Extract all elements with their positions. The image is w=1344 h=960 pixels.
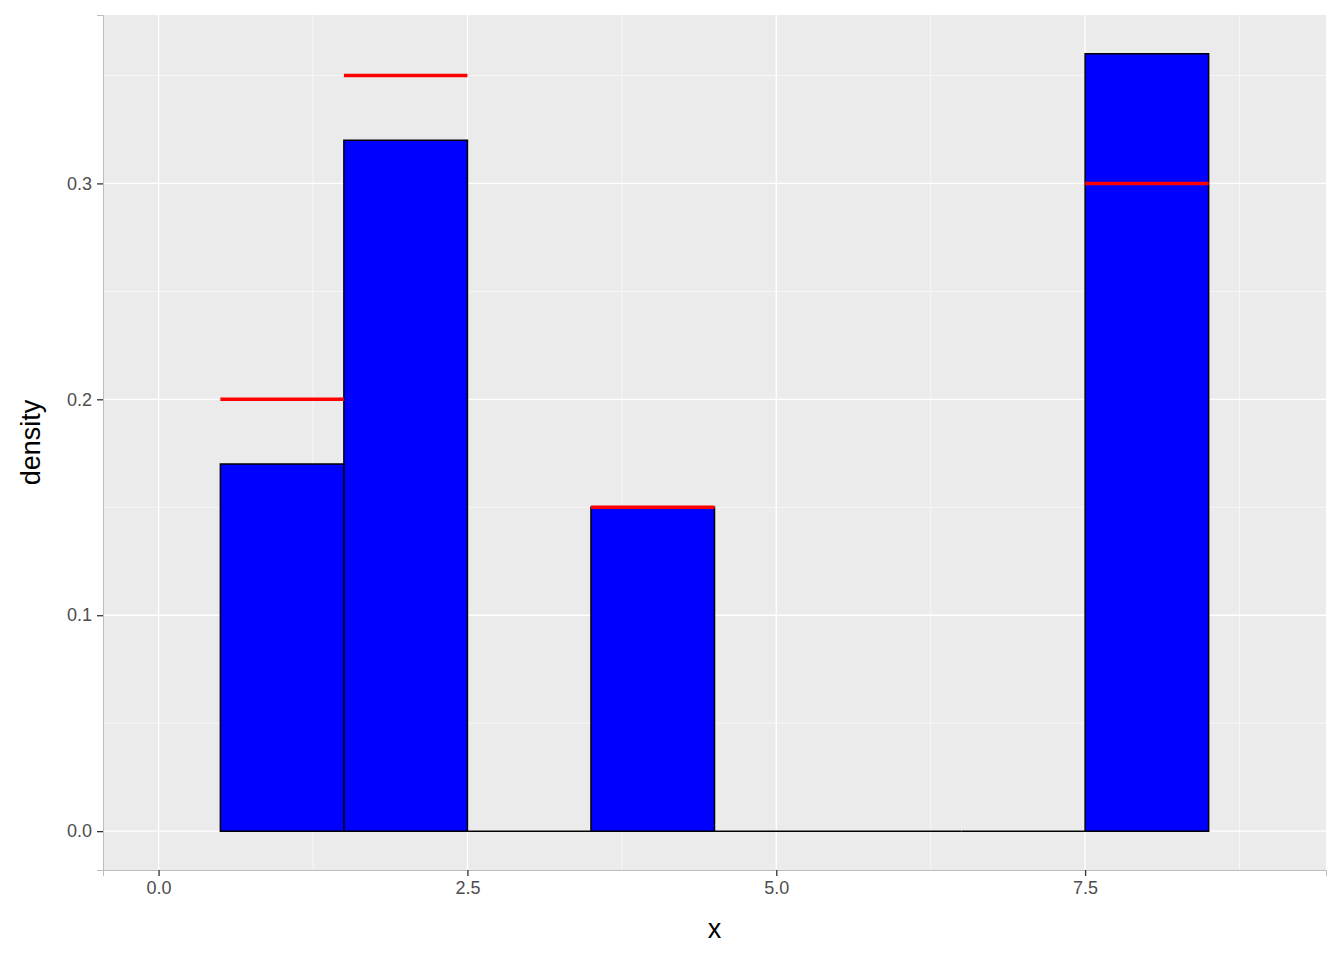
reference-segment <box>1085 182 1209 186</box>
minor-grid-line <box>930 15 931 870</box>
reference-segment <box>344 74 468 78</box>
y-tick: 0.3 <box>67 174 103 194</box>
x-tick-label: 5.0 <box>764 878 789 898</box>
minor-grid-line <box>1239 15 1240 870</box>
grid-line <box>103 183 1326 184</box>
y-tick-mark <box>97 615 103 616</box>
y-tick-label: 0.1 <box>67 605 92 625</box>
y-axis-line <box>97 16 104 871</box>
histogram-bar <box>838 830 962 832</box>
x-tick-mark <box>1085 870 1086 876</box>
y-tick-label: 0.3 <box>67 174 92 194</box>
x-tick: 7.5 <box>1073 870 1098 898</box>
panel <box>103 15 1326 870</box>
x-tick: 2.5 <box>455 870 480 898</box>
x-tick-label: 2.5 <box>455 878 480 898</box>
reference-segment <box>591 506 715 510</box>
y-axis-title: density <box>16 399 46 485</box>
x-axis-line <box>104 871 1327 877</box>
y-tick: 0.0 <box>67 821 103 841</box>
y-tick: 0.1 <box>67 605 103 625</box>
histogram-bar <box>591 507 715 831</box>
grid-line <box>158 15 159 870</box>
x-axis: 0.0 2.5 5.0 7.5 <box>104 870 1327 898</box>
y-tick-mark <box>97 183 103 184</box>
reference-segment <box>220 398 344 402</box>
histogram-bar <box>715 830 839 832</box>
x-tick: 0.0 <box>147 870 172 898</box>
y-tick: 0.2 <box>67 390 103 410</box>
x-tick: 5.0 <box>764 870 789 898</box>
histogram-bar <box>344 140 468 831</box>
y-tick-mark <box>97 831 103 832</box>
x-tick-mark <box>776 870 777 876</box>
histogram-bar <box>962 830 1086 832</box>
x-tick-mark <box>158 870 159 876</box>
y-tick-label: 0.2 <box>67 390 92 410</box>
chart: 0.0 2.5 5.0 7.5 0.0 0.1 0.2 0.3 x density <box>0 0 1344 960</box>
y-axis: 0.0 0.1 0.2 0.3 <box>67 16 104 871</box>
y-tick-mark <box>97 399 103 400</box>
histogram-bar <box>1085 54 1209 831</box>
histogram-bar <box>467 830 591 832</box>
plot-area <box>220 54 1208 831</box>
grid-line <box>776 15 777 870</box>
y-tick-label: 0.0 <box>67 821 92 841</box>
x-tick-label: 7.5 <box>1073 878 1098 898</box>
histogram-bar <box>220 464 344 831</box>
x-tick-mark <box>467 870 468 876</box>
x-axis-title: x <box>708 914 722 944</box>
x-tick-label: 0.0 <box>147 878 172 898</box>
grid <box>103 15 1326 870</box>
